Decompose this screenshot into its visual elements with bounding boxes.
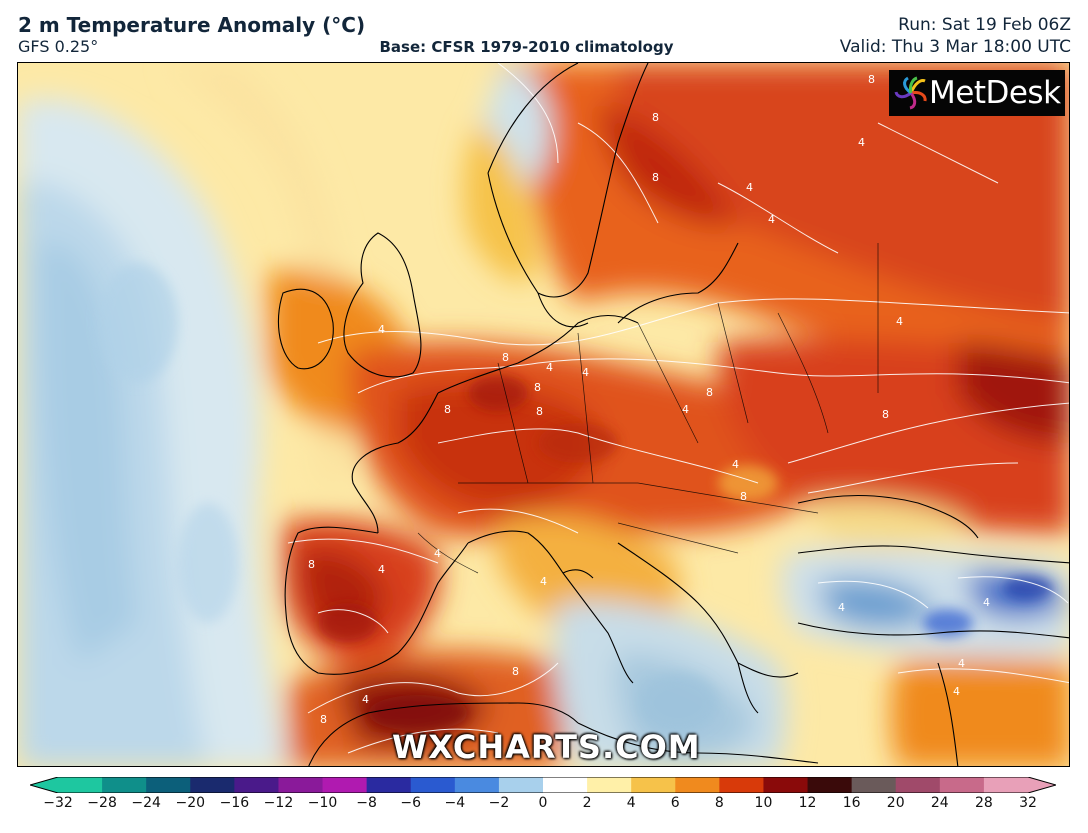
contour-label: 4	[858, 136, 865, 149]
contour-label: 4	[953, 685, 960, 698]
contour-label: 8	[534, 381, 541, 394]
colorbar-tick-label: −12	[263, 795, 294, 811]
contour-label: 8	[868, 73, 875, 86]
contour-label: 8	[882, 408, 889, 421]
colorbar-tick-label: −32	[43, 795, 73, 811]
chart-title: 2 m Temperature Anomaly (°C)	[18, 13, 366, 37]
anomaly-map: 8 4 4 8 8 4 4 8 8 4 4 8 8 4 4 8 8 4 8 4 …	[17, 62, 1070, 767]
colorbar-tick-label: 8	[714, 795, 724, 811]
contour-label: 4	[983, 596, 990, 609]
contour-label: 4	[896, 315, 903, 328]
contour-label-group: 8 4 4 8 8 4 4 8 8 4 4 8 8 4 4 8 8 4 8 4 …	[308, 73, 990, 726]
contour-lines	[287, 63, 1069, 754]
colorbar-tick-label: 32	[1019, 795, 1037, 811]
anomaly-detail	[98, 263, 1053, 733]
colorbar-tick-label: 12	[798, 795, 817, 811]
colorbar-tick-label: −2	[488, 795, 510, 811]
contour-label: 4	[838, 601, 845, 614]
valid-time-label: Valid: Thu 3 Mar 18:00 UTC	[839, 37, 1071, 57]
coastlines	[277, 63, 1069, 766]
colorbar-segments	[30, 777, 1056, 793]
contour-label: 8	[502, 351, 509, 364]
colorbar-segment	[631, 777, 676, 793]
contour-label: 8	[320, 713, 327, 726]
contour-label: 4	[362, 693, 369, 706]
contour-label: 4	[746, 181, 753, 194]
model-label: GFS 0.25°	[18, 37, 99, 56]
contour-label: 8	[308, 558, 315, 571]
colorbar-tick-label: −8	[356, 795, 377, 811]
pinwheel-icon	[894, 76, 927, 110]
contour-label: 8	[652, 111, 659, 124]
base-climatology-label: Base: CFSR 1979-2010 climatology	[379, 38, 674, 56]
colorbar-tick-label: 16	[842, 795, 861, 811]
colorbar-ticks: −32 −28 −24 −20 −16 −12 −10 −8 −6 −4 −2 0 2 4 6 8 10 12 16…	[0, 795, 1088, 819]
colorbar-tick-label: −4	[444, 795, 466, 811]
colorbar-segment	[322, 777, 368, 793]
map-canvas: 8 4 4 8 8 4 4 8 8 4 4 8 8 4 4 8 8 4 8 4 …	[18, 63, 1069, 766]
colorbar-tick-label: −28	[87, 795, 117, 811]
colorbar-segment	[58, 777, 103, 793]
colorbar-tick-label: −24	[131, 795, 161, 811]
colorbar-segment	[587, 777, 632, 793]
metdesk-logo: MetDesk	[889, 70, 1065, 116]
colorbar-tick-label: 28	[974, 795, 993, 811]
colorbar-segment	[366, 777, 412, 793]
colorbar-segment	[278, 777, 324, 793]
colorbar-segment	[190, 777, 235, 793]
contour-label: 4	[434, 547, 441, 560]
colorbar-segment	[983, 777, 1029, 793]
colorbar-tick-label: −16	[219, 795, 250, 811]
contour-label: 4	[546, 361, 553, 374]
contour-label: 4	[732, 458, 739, 471]
colorbar-segment	[498, 777, 544, 793]
contour-label: 4	[378, 563, 385, 576]
colorbar-tick-label: 2	[582, 795, 592, 811]
contour-label: 4	[378, 323, 385, 336]
colorbar-segment	[543, 777, 588, 793]
contour-label: 8	[706, 386, 713, 399]
contour-label: 4	[682, 403, 689, 416]
contour-label: 4	[582, 366, 589, 379]
colorbar-extend-low	[30, 777, 58, 793]
colorbar-segment	[939, 777, 985, 793]
country-borders	[417, 243, 879, 574]
colorbar-tick-label: 0	[538, 795, 548, 811]
colorbar-segment	[234, 777, 279, 793]
colorbar-tick-label: 6	[670, 795, 680, 811]
colorbar-segment	[454, 777, 500, 793]
colorbar-tick-label: 20	[886, 795, 905, 811]
contour-label: 8	[536, 405, 543, 418]
colorbar-tick-label: 10	[754, 795, 773, 811]
watermark: WXCHARTS.COM	[392, 728, 701, 766]
colorbar-tick-label: −10	[307, 795, 338, 811]
contour-label: 4	[958, 657, 965, 670]
colorbar-segment	[410, 777, 456, 793]
contour-label: 8	[652, 171, 659, 184]
colorbar-segment	[102, 777, 147, 793]
colorbar-tick-label: −6	[400, 795, 422, 811]
colorbar-segment	[675, 777, 720, 793]
contour-label: 8	[512, 665, 519, 678]
anomaly-field	[18, 63, 1069, 766]
colorbar-tick-label: −20	[175, 795, 206, 811]
colorbar-segment	[807, 777, 853, 793]
colorbar-segment	[763, 777, 809, 793]
contour-label: 8	[444, 403, 451, 416]
colorbar-extend-high	[1028, 777, 1056, 793]
colorbar-tick-label: 4	[626, 795, 636, 811]
run-time-label: Run: Sat 19 Feb 06Z	[898, 15, 1071, 35]
logo-text: MetDesk	[929, 75, 1061, 111]
colorbar-tick-label: 24	[930, 795, 949, 811]
colorbar-segment	[895, 777, 941, 793]
contour-label: 4	[768, 213, 775, 226]
contour-label: 8	[740, 490, 747, 503]
contour-label: 4	[540, 575, 547, 588]
colorbar	[30, 777, 1056, 793]
colorbar-segment	[851, 777, 897, 793]
colorbar-segment	[146, 777, 191, 793]
colorbar-segment	[719, 777, 764, 793]
